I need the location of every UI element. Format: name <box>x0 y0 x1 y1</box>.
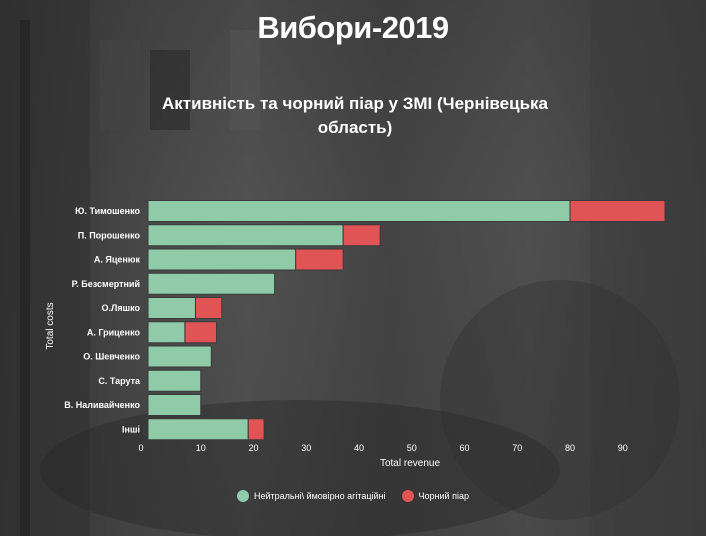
y-axis-title: Total costs <box>45 302 56 349</box>
category-label: Р. Безсмертний <box>72 279 140 289</box>
bar-black-pr[interactable] <box>342 224 381 247</box>
bar-black-pr[interactable] <box>247 418 265 441</box>
bar-neutral[interactable] <box>147 345 212 368</box>
x-tick-label: 90 <box>618 443 628 453</box>
x-tick-label: 80 <box>565 443 575 453</box>
bar-neutral[interactable] <box>147 248 297 271</box>
x-tick-label: 60 <box>460 443 470 453</box>
legend-label-black-pr: Чорний піар <box>418 491 469 501</box>
category-label: В. Наливайченко <box>64 400 140 410</box>
legend-label-neutral: Нейтральні\ ймовірно агітаційні <box>254 491 386 501</box>
category-label: А. Гриценко <box>87 327 141 337</box>
category-label: П. Порошенко <box>78 230 141 240</box>
bar-neutral[interactable] <box>147 297 196 319</box>
x-axis-title: Total revenue <box>380 458 440 469</box>
bar-black-pr[interactable] <box>569 200 666 222</box>
bar-neutral[interactable] <box>147 418 249 441</box>
legend-swatch-black-pr <box>401 490 414 502</box>
x-tick-label: 30 <box>301 443 311 453</box>
legend-swatch-neutral <box>237 490 250 502</box>
bar-neutral[interactable] <box>147 224 344 247</box>
bar-black-pr[interactable] <box>295 248 344 271</box>
category-label: Інші <box>122 424 140 434</box>
page-title: Вибори-2019 <box>257 10 449 45</box>
x-tick-label: 50 <box>407 443 417 453</box>
x-tick-label: 20 <box>249 443 259 453</box>
category-label: О.Ляшко <box>102 303 141 313</box>
legend-item-neutral[interactable]: Нейтральні\ ймовірно агітаційні <box>237 490 386 502</box>
category-label: О. Шевченко <box>83 352 140 362</box>
bar-black-pr[interactable] <box>184 321 218 344</box>
bar-neutral[interactable] <box>147 200 571 222</box>
x-tick-label: 10 <box>196 443 206 453</box>
legend-item-black-pr[interactable]: Чорний піар <box>401 490 469 502</box>
bar-neutral[interactable] <box>147 272 276 295</box>
category-label: Ю. Тимошенко <box>75 206 140 216</box>
x-tick-label: 0 <box>138 443 143 453</box>
x-tick-label: 70 <box>512 443 522 453</box>
legend: Нейтральні\ ймовірно агітаційні Чорний п… <box>0 490 706 502</box>
bar-neutral[interactable] <box>147 369 202 392</box>
chart-title: Активність та чорний піар у ЗМІ (Черніве… <box>162 94 548 137</box>
category-label: С. Тарута <box>98 376 141 386</box>
bar-neutral[interactable] <box>147 321 186 344</box>
x-tick-label: 40 <box>354 443 364 453</box>
bar-neutral[interactable] <box>147 394 202 416</box>
bar-black-pr[interactable] <box>194 297 223 319</box>
category-label: А. Яценюк <box>94 255 141 265</box>
